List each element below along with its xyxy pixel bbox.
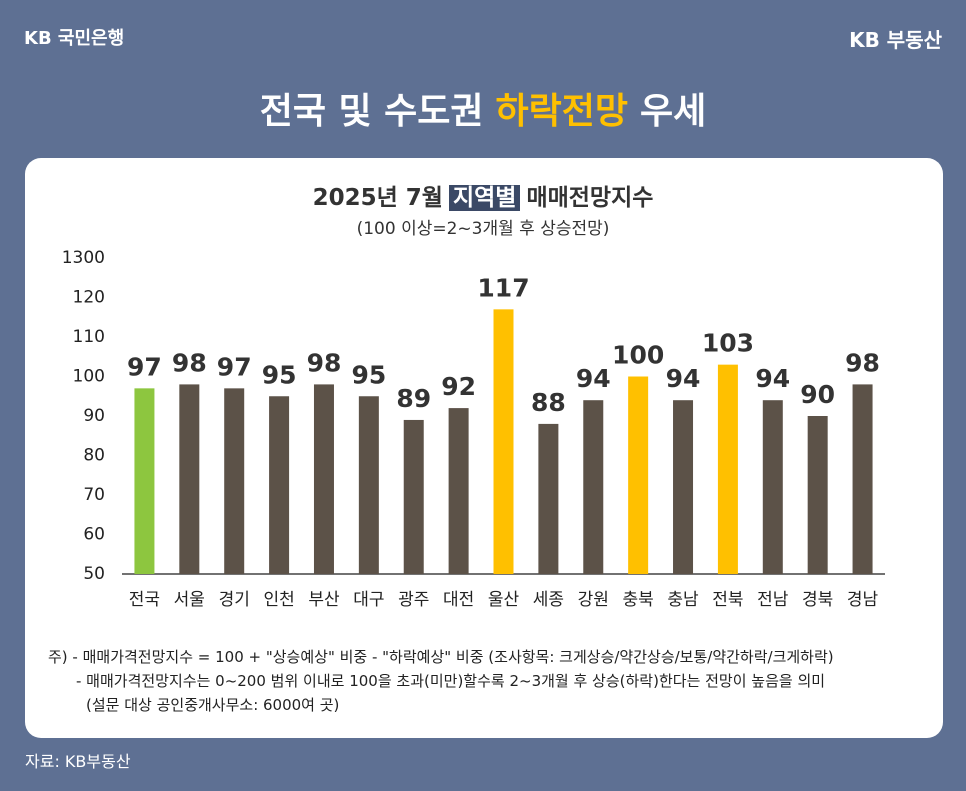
title-text: 매매전망지수 [526, 185, 654, 211]
x-tick-label: 전국 [129, 590, 160, 610]
x-tick-label: 전북 [712, 590, 743, 610]
bar [179, 384, 200, 574]
headline-highlight: 하락전망 [495, 91, 629, 132]
bar [717, 364, 738, 574]
note: 주) - 매매가격전망지수 = 100 + "상승예상" 비중 - "하락예상"… [48, 648, 834, 666]
x-tick-label: 광주 [398, 590, 429, 610]
value-label: 95 [262, 360, 297, 389]
y-tick-label: 90 [83, 406, 105, 426]
notes: 주) - 매매가격전망지수 = 100 + "상승예상" 비중 - "하락예상"… [48, 645, 834, 717]
bar [403, 419, 424, 574]
bar [358, 396, 379, 574]
value-label: 98 [845, 348, 880, 377]
chart-title: 2025년 7월 지역별 매매전망지수 [0, 178, 966, 212]
bar [134, 388, 155, 574]
x-tick-label: 경기 [219, 590, 250, 610]
value-label: 117 [477, 273, 529, 302]
value-label: 92 [441, 372, 476, 401]
y-tick-label: 50 [83, 564, 105, 584]
y-tick-label: 100 [73, 367, 105, 387]
value-label: 103 [702, 329, 754, 358]
x-tick-label: 전남 [757, 590, 789, 610]
value-label: 100 [612, 341, 664, 370]
headline: 전국 및 수도권 하락전망 우세 [0, 82, 966, 134]
headline-text: 전국 및 수도권 [259, 91, 484, 132]
x-tick-label: 울산 [488, 590, 520, 610]
headline-text: 우세 [640, 91, 707, 132]
note: - 매매가격전망지수는 0~200 범위 이내로 100을 초과(미만)할수록 … [76, 672, 826, 690]
bar [673, 400, 694, 574]
x-tick-label: 세종 [533, 590, 564, 610]
note: (설문 대상 공인중개사무소: 6000여 곳) [86, 696, 340, 714]
value-label: 97 [127, 352, 162, 381]
bar [269, 396, 290, 574]
x-tick-label: 강원 [578, 590, 609, 610]
value-label: 97 [217, 352, 252, 381]
value-label: 94 [576, 364, 611, 393]
x-tick-label: 충북 [623, 590, 654, 610]
value-label: 94 [666, 364, 701, 393]
source: 자료: KB부동산 [25, 752, 131, 771]
value-label: 89 [396, 384, 431, 413]
value-label: 90 [800, 380, 835, 409]
y-tick-label: 80 [83, 446, 105, 466]
y-tick-label: 110 [73, 327, 105, 347]
x-tick-label: 경북 [802, 590, 833, 610]
bar [628, 376, 649, 574]
value-label: 94 [755, 364, 790, 393]
bar [448, 408, 469, 574]
x-tick-label: 충남 [667, 590, 699, 610]
bar [493, 309, 514, 574]
brand: KB 부동산 [849, 28, 942, 52]
bar [762, 400, 783, 574]
bar [583, 400, 604, 574]
title-text: 2025년 7월 [312, 185, 443, 211]
chart-subtitle: (100 이상=2~3개월 후 상승전망) [356, 219, 610, 239]
bar [313, 384, 334, 574]
value-label: 88 [531, 388, 566, 417]
bar [224, 388, 245, 574]
value-label: 98 [172, 348, 207, 377]
bar [852, 384, 873, 574]
x-tick-label: 인천 [263, 590, 294, 610]
logo: KB 국민은행 [24, 28, 125, 49]
title-highlight: 지역별 [448, 185, 521, 211]
value-label: 98 [307, 348, 342, 377]
value-label: 95 [351, 360, 386, 389]
y-tick-label: 60 [83, 525, 105, 545]
y-tick-label: 120 [73, 288, 105, 308]
y-tick-label: 1300 [62, 248, 105, 268]
x-tick-label: 대전 [443, 590, 474, 610]
card [25, 158, 943, 738]
bar [538, 423, 559, 574]
x-tick-label: 대구 [353, 590, 384, 610]
x-tick-label: 부산 [308, 590, 340, 610]
y-tick-label: 70 [83, 485, 105, 505]
x-tick-label: 서울 [174, 590, 205, 610]
bar [807, 416, 828, 574]
x-tick-label: 경남 [847, 590, 879, 610]
